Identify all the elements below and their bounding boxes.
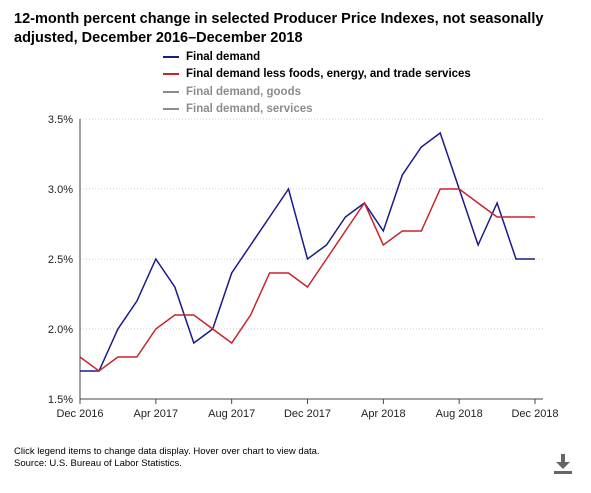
footer-note: Click legend items to change data displa… [14,446,320,457]
legend-swatch [163,108,179,111]
legend-item-final-demand-goods[interactable]: Final demand, goods [163,83,471,101]
download-icon[interactable] [553,453,573,475]
x-tick-label: Dec 2017 [284,408,331,420]
x-tick-label: Aug 2018 [436,408,483,420]
legend-item-final-demand-services[interactable]: Final demand, services [163,101,471,119]
y-tick-label: 2.5% [48,254,73,266]
legend-swatch [163,55,179,58]
y-tick-label: 3.5% [48,114,73,126]
legend-item-final-demand[interactable]: Final demand [163,48,471,66]
y-tick-label: 2.0% [48,324,73,336]
chart-legend: Final demand Final demand less foods, en… [163,48,471,118]
legend-label: Final demand, goods [186,85,302,98]
x-tick-label: Aug 2017 [208,408,255,420]
legend-swatch [163,90,179,93]
legend-item-final-demand-less-foods-energy-trade[interactable]: Final demand less foods, energy, and tra… [163,66,471,84]
legend-label: Final demand, services [186,103,313,116]
chart-title: 12-month percent change in selected Prod… [14,11,544,46]
footer-source: Source: U.S. Bureau of Labor Statistics. [14,458,182,469]
x-tick-label: Dec 2016 [56,408,103,420]
legend-swatch [163,73,179,76]
x-tick-label: Dec 2018 [511,408,558,420]
y-tick-label: 3.0% [48,184,73,196]
line-chart[interactable]: 1.5% 2.0% 2.5% 3.0% 3.5% Dec 2016 Apr 2017 Aug … [0,0,591,440]
download-glyph [554,454,572,474]
x-tick-label: Apr 2017 [134,408,179,420]
y-tick-label: 1.5% [48,394,73,406]
series-line-2 [79,188,535,372]
chart-footer: Click legend items to change data displa… [14,446,320,470]
legend-label: Final demand [186,50,261,63]
x-tick-label: Apr 2018 [361,408,406,420]
legend-label: Final demand less foods, energy, and tra… [186,68,471,81]
series-line-1 [80,131,535,372]
